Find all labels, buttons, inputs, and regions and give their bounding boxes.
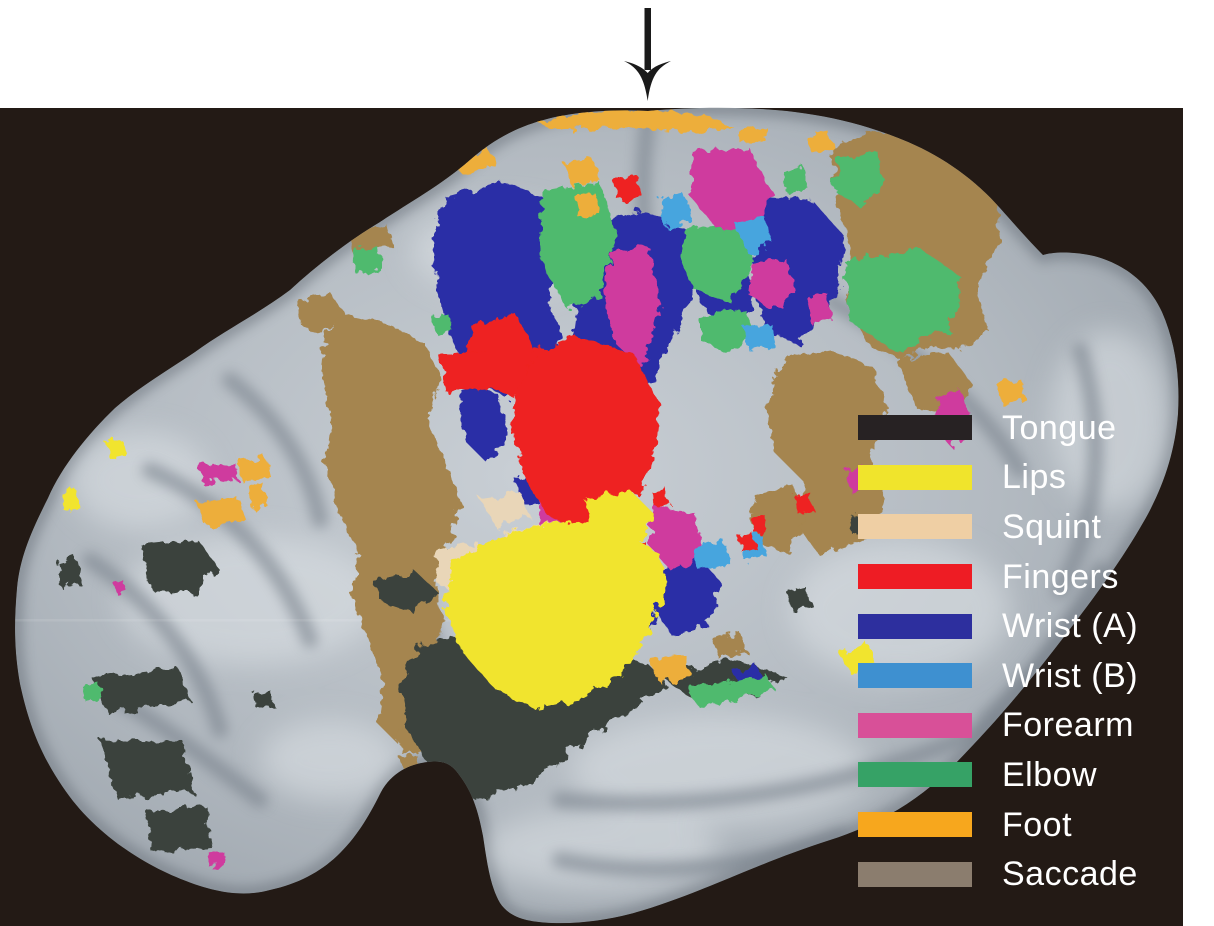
legend-item: Elbow bbox=[858, 750, 1188, 800]
activation-patch bbox=[686, 674, 776, 708]
activation-overlays bbox=[58, 109, 1027, 868]
activation-patch bbox=[100, 740, 192, 800]
legend-item: Tongue bbox=[858, 403, 1188, 453]
activation-patch bbox=[700, 308, 756, 352]
activation-patch bbox=[58, 557, 82, 589]
legend-label: Wrist (B) bbox=[1002, 656, 1139, 695]
activation-patch bbox=[536, 109, 734, 133]
activation-patch bbox=[744, 322, 776, 352]
activation-patch bbox=[374, 572, 438, 612]
activation-patch bbox=[460, 380, 508, 464]
activation-patch bbox=[440, 350, 490, 392]
activation-patch bbox=[92, 668, 190, 714]
activation-patch bbox=[734, 216, 772, 254]
legend-item: Wrist (A) bbox=[858, 601, 1188, 651]
activation-patch bbox=[563, 158, 600, 187]
activation-patch bbox=[198, 462, 238, 484]
activation-patch bbox=[786, 587, 812, 611]
activation-patch bbox=[845, 248, 962, 352]
activation-patch bbox=[680, 222, 754, 302]
legend-label: Wrist (A) bbox=[1002, 607, 1139, 646]
activation-patch bbox=[652, 488, 670, 508]
legend-label: Squint bbox=[1002, 507, 1102, 546]
legend-item: Forearm bbox=[858, 701, 1188, 751]
activation-patch bbox=[614, 174, 642, 202]
activation-legend: Tongue Lips Squint Fingers Wrist (A) Wri… bbox=[858, 403, 1188, 899]
activation-patch bbox=[444, 520, 664, 708]
activation-patch bbox=[748, 258, 796, 310]
activation-patch bbox=[806, 292, 832, 326]
activation-patch bbox=[574, 192, 600, 218]
legend-label: Foot bbox=[1002, 805, 1073, 844]
activation-patch bbox=[142, 540, 216, 594]
activation-patch bbox=[996, 378, 1027, 406]
legend-swatch bbox=[858, 762, 972, 788]
activation-patch bbox=[750, 486, 806, 554]
legend-swatch bbox=[858, 812, 972, 838]
activation-patch bbox=[236, 457, 271, 482]
activation-patch bbox=[768, 350, 888, 556]
legend-swatch bbox=[858, 861, 972, 887]
legend-label: Lips bbox=[1002, 458, 1067, 497]
activation-patch bbox=[738, 126, 770, 146]
activation-patch bbox=[604, 246, 660, 368]
legend-label: Elbow bbox=[1002, 755, 1098, 794]
legend-item: Saccade bbox=[858, 849, 1188, 899]
activation-patch bbox=[480, 492, 530, 528]
activation-patch bbox=[254, 690, 274, 710]
activation-patch bbox=[782, 164, 808, 194]
legend-label: Fingers bbox=[1002, 557, 1119, 596]
activation-patch bbox=[206, 850, 226, 868]
activation-patch bbox=[300, 292, 344, 334]
activation-patch bbox=[432, 314, 452, 334]
legend-swatch bbox=[858, 564, 972, 590]
down-arrow-icon bbox=[624, 8, 671, 101]
activation-patch bbox=[652, 558, 722, 636]
legend-label: Saccade bbox=[1002, 855, 1138, 894]
legend-item: Wrist (B) bbox=[858, 651, 1188, 701]
activation-patch bbox=[690, 146, 772, 234]
activation-patch bbox=[712, 632, 746, 658]
legend-item: Fingers bbox=[858, 552, 1188, 602]
activation-patch bbox=[432, 182, 566, 398]
activation-patch bbox=[834, 150, 884, 206]
activation-patch bbox=[512, 336, 660, 532]
activation-patch bbox=[752, 514, 768, 534]
legend-label: Forearm bbox=[1002, 706, 1134, 745]
legend-swatch bbox=[858, 514, 972, 540]
legend-swatch bbox=[858, 712, 972, 738]
legend-item: Lips bbox=[858, 453, 1188, 503]
activation-patch bbox=[82, 682, 102, 702]
activation-patch bbox=[249, 484, 268, 509]
activation-patch bbox=[692, 540, 730, 572]
activation-patch bbox=[146, 806, 212, 852]
activation-patch bbox=[322, 312, 462, 744]
activation-patch bbox=[196, 496, 246, 528]
activation-patch bbox=[806, 131, 834, 153]
legend-swatch bbox=[858, 464, 972, 490]
activation-patch bbox=[61, 490, 81, 511]
legend-swatch bbox=[858, 663, 972, 689]
activation-patch bbox=[584, 490, 656, 546]
activation-patch bbox=[652, 653, 692, 683]
activation-patch bbox=[648, 506, 702, 572]
legend-label: Tongue bbox=[1002, 408, 1117, 447]
activation-patch bbox=[660, 194, 690, 228]
legend-swatch bbox=[858, 613, 972, 639]
activation-patch bbox=[738, 532, 756, 552]
activation-patch bbox=[352, 246, 382, 276]
legend-item: Squint bbox=[858, 502, 1188, 552]
activation-patch bbox=[114, 581, 127, 595]
legend-swatch bbox=[858, 415, 972, 441]
activation-patch bbox=[794, 492, 814, 514]
activation-patch bbox=[106, 440, 126, 459]
legend-item: Foot bbox=[858, 800, 1188, 850]
